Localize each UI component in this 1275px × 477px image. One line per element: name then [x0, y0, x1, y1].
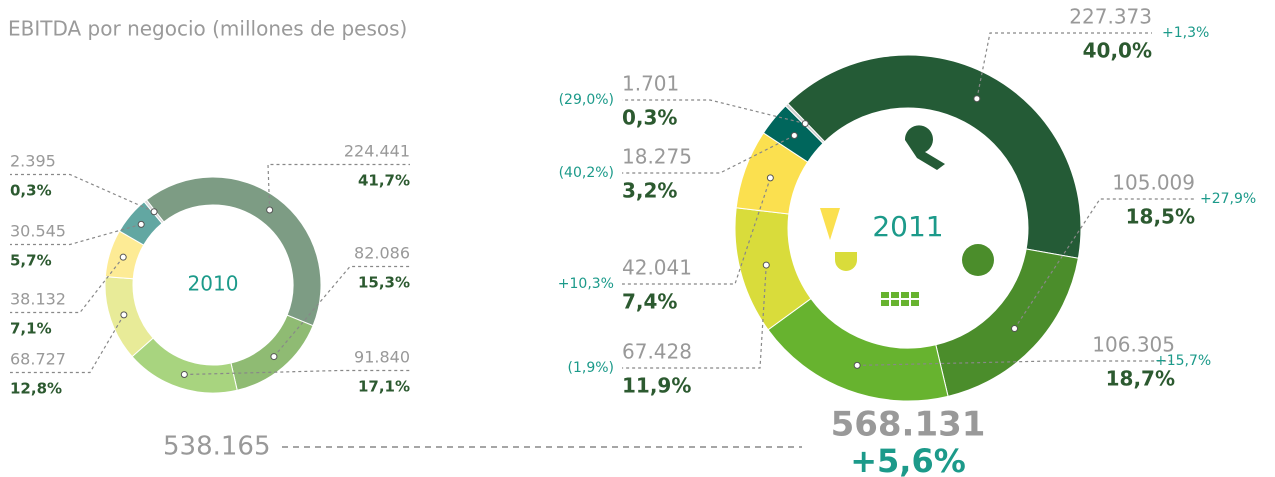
- value-label: 38.132: [10, 290, 66, 309]
- share-label: 18,5%: [1126, 205, 1195, 229]
- icon: [904, 125, 945, 170]
- value-label: 106.305: [1092, 333, 1175, 357]
- share-label: 3,2%: [622, 179, 677, 203]
- share-label: 17,1%: [358, 378, 410, 396]
- share-label: 0,3%: [10, 182, 52, 200]
- icon: [820, 208, 840, 240]
- leader-line: [622, 177, 771, 285]
- total-label: 568.131: [831, 405, 986, 445]
- icon: [891, 292, 899, 298]
- leader-line: [857, 360, 1175, 367]
- leader-dot: [266, 206, 274, 214]
- icon: [901, 300, 909, 306]
- value-label: 2.395: [10, 152, 56, 171]
- leader-line: [10, 256, 124, 314]
- leader-line: [10, 223, 142, 246]
- leader-line: [10, 173, 155, 213]
- share-label: 5,7%: [10, 252, 52, 270]
- leader-line: [622, 265, 767, 369]
- leader-dot: [119, 253, 127, 261]
- share-label: 0,3%: [622, 106, 677, 130]
- donut-slice: [131, 337, 238, 394]
- value-label: 82.086: [354, 244, 410, 263]
- icon: [881, 292, 889, 298]
- change-label: (40,2%): [559, 165, 614, 181]
- leader-dot: [120, 311, 128, 319]
- growth-label: +5,6%: [850, 442, 966, 477]
- value-label: 42.041: [622, 256, 692, 280]
- donut-slice: [104, 276, 154, 358]
- change-label: +10,3%: [558, 276, 614, 292]
- icon: [911, 300, 919, 306]
- title: EBITDA por negocio (millones de pesos): [8, 17, 407, 41]
- leader-dot: [973, 95, 981, 103]
- leader-line: [10, 314, 125, 374]
- icon: [881, 300, 889, 306]
- share-label: 11,9%: [622, 374, 691, 398]
- icon: [891, 300, 899, 306]
- share-label: 7,1%: [10, 320, 52, 338]
- leader-dot: [270, 353, 278, 361]
- change-label: +15,7%: [1155, 353, 1211, 369]
- share-label: 7,4%: [622, 290, 677, 314]
- leader-dot: [150, 208, 158, 216]
- value-label: 68.727: [10, 350, 66, 369]
- leader-dot: [1011, 325, 1019, 333]
- leader-dot: [766, 174, 774, 182]
- leader-dot: [801, 120, 809, 128]
- icon: [901, 292, 909, 298]
- change-label: +27,9%: [1200, 191, 1256, 207]
- value-label: 227.373: [1069, 5, 1152, 29]
- leader-line: [1014, 198, 1195, 329]
- leader-dot: [180, 371, 188, 379]
- value-label: 67.428: [622, 340, 692, 364]
- center-label: 2011: [872, 210, 943, 243]
- change-label: (29,0%): [559, 92, 614, 108]
- donut-slice: [935, 248, 1079, 397]
- leader-dot: [853, 361, 861, 369]
- leader-dot: [762, 261, 770, 269]
- donut-slice: [145, 176, 322, 327]
- change-label: +1,3%: [1162, 25, 1209, 41]
- leader-line: [273, 265, 410, 357]
- value-label: 1.701: [622, 72, 679, 96]
- value-label: 105.009: [1112, 171, 1195, 195]
- icon: [911, 292, 919, 298]
- leader-line: [976, 32, 1152, 99]
- icon: [962, 244, 994, 276]
- leader-line: [267, 163, 410, 211]
- share-label: 15,3%: [358, 274, 410, 292]
- share-label: 12,8%: [10, 380, 62, 398]
- leader-dot: [790, 132, 798, 140]
- donut-slice: [787, 54, 1082, 259]
- leader-dot: [137, 220, 145, 228]
- share-label: 18,7%: [1106, 367, 1175, 391]
- value-label: 30.545: [10, 222, 66, 241]
- total-label: 538.165: [163, 432, 271, 462]
- donut-slice: [230, 314, 314, 391]
- center-label: 2010: [188, 272, 239, 296]
- change-label: (1,9%): [568, 360, 615, 376]
- share-label: 41,7%: [358, 172, 410, 190]
- donut-slice: [767, 297, 949, 402]
- share-label: 40,0%: [1083, 39, 1152, 63]
- leader-line: [622, 99, 806, 125]
- value-label: 224.441: [344, 142, 410, 161]
- value-label: 18.275: [622, 145, 692, 169]
- value-label: 91.840: [354, 348, 410, 367]
- icon: [835, 252, 857, 271]
